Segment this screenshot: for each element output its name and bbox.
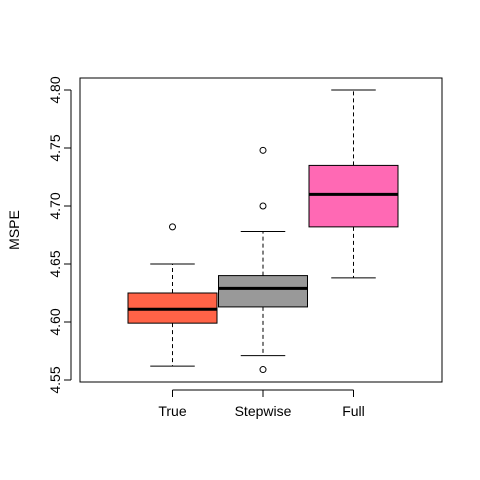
outlier-point xyxy=(169,223,176,231)
x-tick-label: True xyxy=(158,403,186,419)
y-tick-label: 4.60 xyxy=(47,308,63,335)
y-tick-label: 4.75 xyxy=(47,134,63,161)
box-full xyxy=(308,164,399,228)
outlier-point xyxy=(259,366,267,374)
y-tick-label: 4.65 xyxy=(47,250,63,277)
outlier-point xyxy=(259,146,267,154)
y-axis-label: MSPE xyxy=(6,210,22,250)
plot-frame xyxy=(79,77,443,383)
box-stepwise xyxy=(218,275,308,308)
x-tick-label: Stepwise xyxy=(235,403,292,419)
y-tick-label: 4.80 xyxy=(47,76,63,103)
x-tick-label: Full xyxy=(342,403,365,419)
y-tick-label: 4.55 xyxy=(47,366,63,393)
outlier-point xyxy=(259,202,267,210)
y-tick-label: 4.70 xyxy=(47,192,63,219)
